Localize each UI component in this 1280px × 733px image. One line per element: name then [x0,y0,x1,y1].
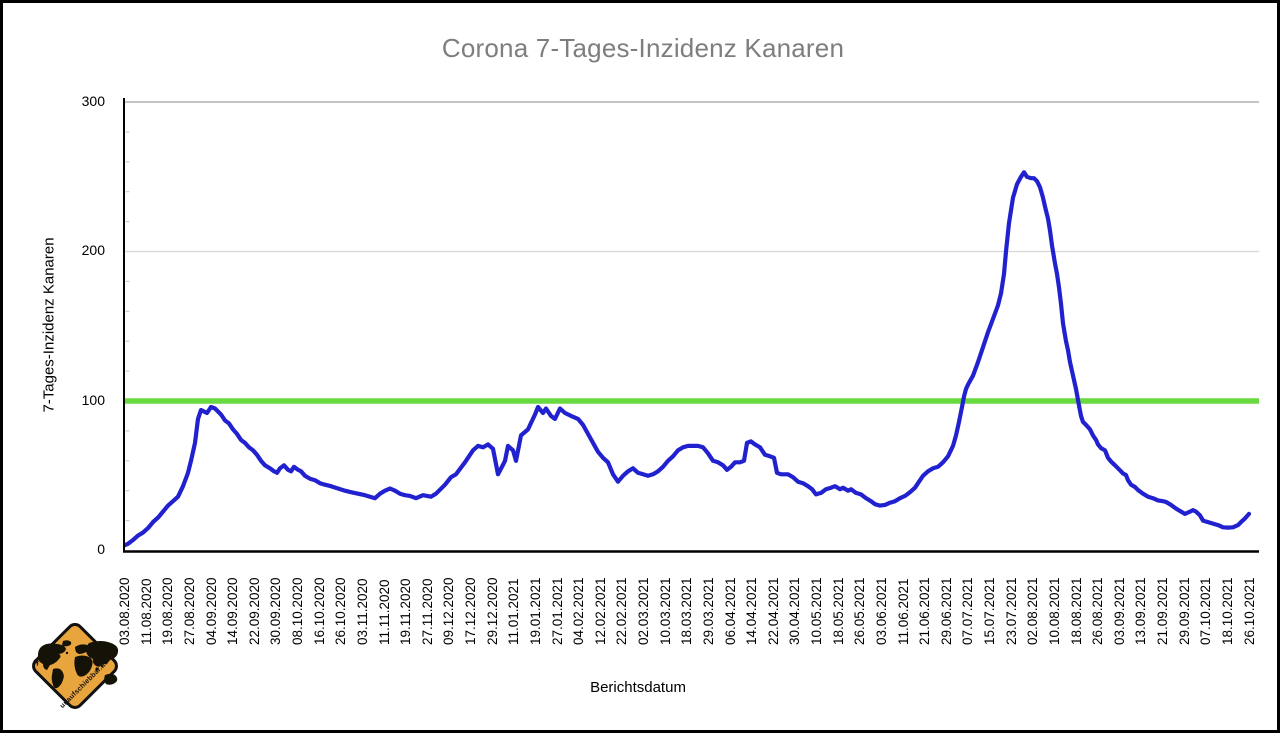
warning-sign-diamond [28,619,122,713]
x-tick-label-29.06.2021: 29.06.2021 [938,577,954,645]
x-tick-label-29.12.2020: 29.12.2020 [484,577,500,645]
x-tick-label-11.08.2020: 11.08.2020 [138,578,154,645]
x-axis-title: Berichtsdatum [590,679,686,696]
x-tick-label-27.11.2020: 27.11.2020 [419,578,435,645]
y-minor-ticks [125,131,130,522]
x-tick-label-08.10.2020: 08.10.2020 [290,577,305,645]
x-tick-label-30.09.2020: 30.09.2020 [268,577,284,645]
x-tick-label-02.08.2021: 02.08.2021 [1025,577,1041,645]
y-axis-title: 7-Tages-Inzidenz Kanaren [40,237,58,413]
x-tick-label-03.08.2020: 03.08.2020 [117,577,132,645]
x-tick-label-02.03.2021: 02.03.2021 [636,577,651,645]
x-tick-label-27.01.2021: 27.01.2021 [549,577,565,645]
x-tick-label-07.10.2021: 07.10.2021 [1198,577,1214,645]
x-tick-label-22.09.2020: 22.09.2020 [246,577,262,645]
x-tick-label-11.01.2021: 11.01.2021 [506,578,522,645]
x-tick-label-19.08.2020: 19.08.2020 [160,577,176,645]
incidence-line-series [123,170,1252,549]
airplane-icon: ✈ [30,656,44,671]
y-tick-label-0: 0 [97,541,105,557]
x-tick-label-14.04.2021: 14.04.2021 [744,577,760,645]
x-tick-label-22.04.2021: 22.04.2021 [765,577,781,645]
x-tick-label-26.10.2021: 26.10.2021 [1241,577,1257,645]
y-tick-label-100: 100 [81,391,105,408]
x-tick-label-19.11.2020: 19.11.2020 [398,578,414,645]
x-tick-label-14.09.2020: 14.09.2020 [225,577,241,645]
x-tick-label-26.10.2020: 26.10.2020 [333,577,349,645]
x-tick-label-04.02.2021: 04.02.2021 [571,577,587,645]
x-tick-label-03.09.2021: 03.09.2021 [1111,577,1127,645]
x-tick-label-19.01.2021: 19.01.2021 [527,577,543,645]
x-tick-label-04.09.2020: 04.09.2020 [203,577,219,645]
x-tick-label-17.12.2020: 17.12.2020 [463,577,478,645]
chart-title: Corona 7-Tages-Inzidenz Kanaren [441,33,845,63]
x-tick-label-11.06.2021: 11.06.2021 [895,578,911,645]
x-tick-label-03.11.2020: 03.11.2020 [354,578,370,645]
x-tick-label-30.04.2021: 30.04.2021 [787,577,803,645]
x-tick-label-12.02.2021: 12.02.2021 [592,577,608,645]
x-tick-label-03.06.2021: 03.06.2021 [873,577,889,645]
x-tick-label-29.03.2021: 29.03.2021 [700,577,716,645]
y-tick-label-300: 300 [81,92,105,109]
x-tick-label-18.08.2021: 18.08.2021 [1068,577,1084,645]
x-tick-label-06.04.2021: 06.04.2021 [722,577,738,645]
x-tick-label-09.12.2020: 09.12.2020 [441,577,457,645]
x-tick-label-29.09.2021: 29.09.2021 [1176,577,1192,645]
x-tick-label-10.03.2021: 10.03.2021 [657,577,673,645]
x-tick-label-18.03.2021: 18.03.2021 [679,577,695,645]
x-tick-label-21.06.2021: 21.06.2021 [917,577,933,645]
x-tick-label-23.07.2021: 23.07.2021 [1003,577,1019,645]
y-tick-label-200: 200 [81,242,105,258]
x-tick-label-26.08.2021: 26.08.2021 [1090,577,1106,645]
x-tick-label-13.09.2021: 13.09.2021 [1133,577,1149,645]
x-tick-label-22.02.2021: 22.02.2021 [614,577,630,645]
x-tick-label-15.07.2021: 15.07.2021 [982,577,997,645]
x-tick-label-10.05.2021: 10.05.2021 [809,577,824,645]
x-tick-label-11.11.2020: 11.11.2020 [376,579,392,645]
x-tick-label-07.07.2021: 07.07.2021 [960,577,976,645]
x-tick-label-21.09.2021: 21.09.2021 [1155,577,1170,645]
x-tick-label-26.05.2021: 26.05.2021 [852,577,868,645]
x-tick-label-16.10.2020: 16.10.2020 [311,577,327,645]
x-tick-label-27.08.2020: 27.08.2020 [181,577,197,645]
x-tick-label-18.10.2021: 18.10.2021 [1219,577,1235,645]
x-tick-label-18.05.2021: 18.05.2021 [830,577,846,645]
plot-area [123,98,1259,553]
x-tick-label-10.08.2021: 10.08.2021 [1046,577,1062,645]
